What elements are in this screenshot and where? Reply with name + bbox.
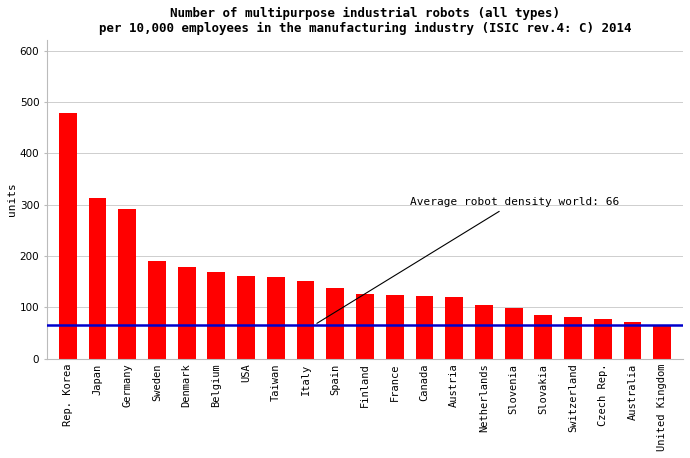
- Bar: [475, 305, 493, 359]
- Bar: [88, 197, 106, 359]
- Y-axis label: units: units: [7, 183, 17, 217]
- Bar: [624, 322, 642, 359]
- Bar: [653, 325, 671, 359]
- Bar: [237, 276, 255, 359]
- Bar: [59, 113, 77, 359]
- Text: Average robot density world: 66: Average robot density world: 66: [317, 197, 619, 323]
- Bar: [504, 308, 522, 359]
- Bar: [415, 296, 433, 359]
- Bar: [178, 267, 195, 359]
- Bar: [208, 273, 226, 359]
- Bar: [564, 316, 582, 359]
- Bar: [267, 277, 285, 359]
- Bar: [148, 261, 166, 359]
- Bar: [445, 297, 463, 359]
- Bar: [118, 209, 136, 359]
- Bar: [356, 294, 374, 359]
- Bar: [535, 315, 552, 359]
- Bar: [326, 289, 344, 359]
- Title: Number of multipurpose industrial robots (all types)
per 10,000 employees in the: Number of multipurpose industrial robots…: [99, 7, 631, 35]
- Bar: [297, 281, 315, 359]
- Bar: [386, 294, 404, 359]
- Bar: [594, 319, 612, 359]
